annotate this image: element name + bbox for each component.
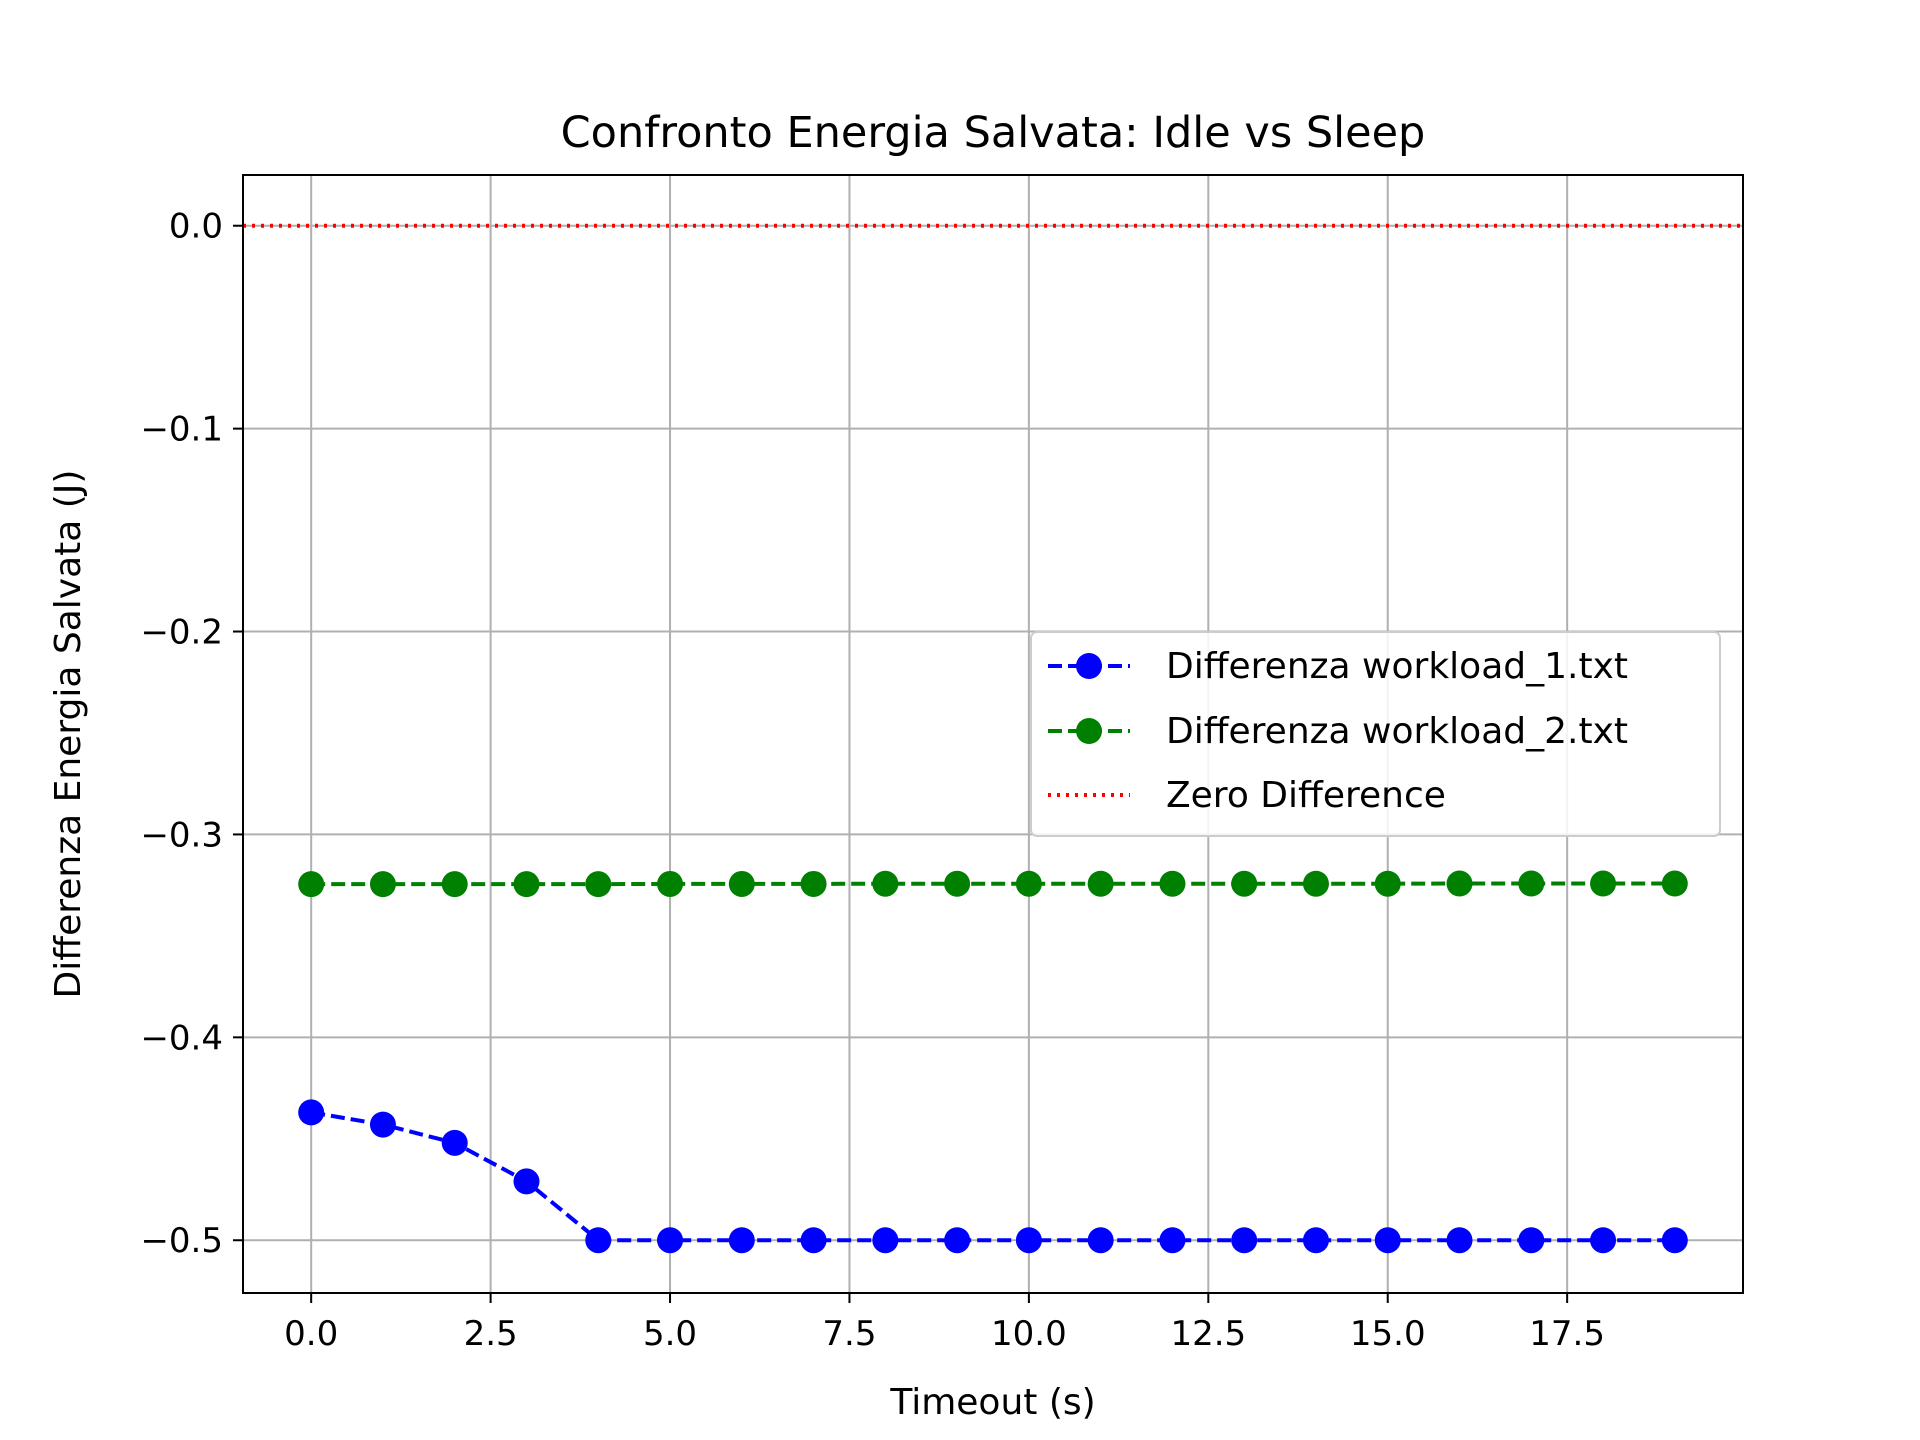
data-point [1087,1227,1114,1254]
data-point [872,870,899,897]
y-tick-label: −0.1 [140,410,223,450]
x-axis-title: Timeout (s) [889,1382,1095,1423]
data-point [872,1227,899,1254]
data-point [657,1227,684,1254]
y-axis-title: Differenza Energia Salvata (J) [48,470,89,999]
legend-entry-workload-2: Differenza workload_2.txt [1048,711,1628,752]
data-point [1015,1227,1042,1254]
x-tick-label: 2.5 [464,1314,518,1354]
data-point [1374,1227,1401,1254]
data-point [1015,870,1042,897]
data-point [1159,870,1186,897]
legend-box [1030,631,1721,837]
y-axis-ticks: 0.0 −0.1 −0.2 −0.3 −0.4 −0.5 [140,207,243,1261]
legend-label-workload-2: Differenza workload_2.txt [1166,711,1628,752]
data-point [1159,1227,1186,1254]
data-point [944,870,971,897]
y-tick-label: −0.5 [140,1221,223,1261]
plot-frame [242,174,1744,1294]
data-point [298,1099,325,1126]
data-point [441,1129,468,1156]
data-point [1302,1227,1329,1254]
series-layer [298,870,1688,1254]
data-point [1231,870,1258,897]
legend-entry-zero-difference: Zero Difference [1048,775,1446,816]
x-tick-label: 7.5 [822,1314,876,1354]
legend-marker-workload-2 [1076,718,1102,744]
data-point [513,871,540,898]
data-point [369,1111,396,1138]
series-workload-1 [298,1099,1688,1254]
data-point [1302,870,1329,897]
x-tick-label: 10.0 [991,1314,1067,1354]
data-point [1087,870,1114,897]
x-tick-label: 15.0 [1350,1314,1426,1354]
series-workload-2 [298,870,1688,898]
data-point [800,870,827,897]
data-point [1590,870,1617,897]
data-point [1661,870,1688,897]
data-point [1446,1227,1473,1254]
x-axis-ticks: 0.0 2.5 5.0 7.5 10.0 12.5 15.0 17.5 [284,1293,1605,1354]
legend: Differenza workload_1.txt Differenza wor… [1030,631,1721,837]
data-point [1518,870,1545,897]
legend-label-zero-difference: Zero Difference [1166,775,1446,816]
data-point [1661,1227,1688,1254]
y-tick-label: 0.0 [169,207,223,247]
y-tick-label: −0.2 [140,613,223,653]
data-point [369,871,396,898]
legend-marker-workload-1 [1076,653,1102,679]
y-tick-label: −0.4 [140,1018,223,1058]
data-point [1446,870,1473,897]
data-point [585,1227,612,1254]
chart-title: Confronto Energia Salvata: Idle vs Sleep [561,108,1426,158]
legend-label-workload-1: Differenza workload_1.txt [1166,646,1628,687]
x-tick-label: 17.5 [1529,1314,1605,1354]
data-point [800,1227,827,1254]
data-point [585,871,612,898]
x-tick-label: 0.0 [284,1314,338,1354]
data-point [441,871,468,898]
data-point [657,870,684,897]
x-tick-label: 12.5 [1170,1314,1246,1354]
legend-entry-workload-1: Differenza workload_1.txt [1048,646,1628,687]
data-point [298,871,325,898]
data-point [728,1227,755,1254]
data-point [1231,1227,1258,1254]
x-tick-label: 5.0 [643,1314,697,1354]
y-tick-label: −0.3 [140,815,223,855]
data-point [1374,870,1401,897]
data-point [728,870,755,897]
data-point [1590,1227,1617,1254]
data-point [944,1227,971,1254]
data-point [513,1168,540,1195]
data-point [1518,1227,1545,1254]
